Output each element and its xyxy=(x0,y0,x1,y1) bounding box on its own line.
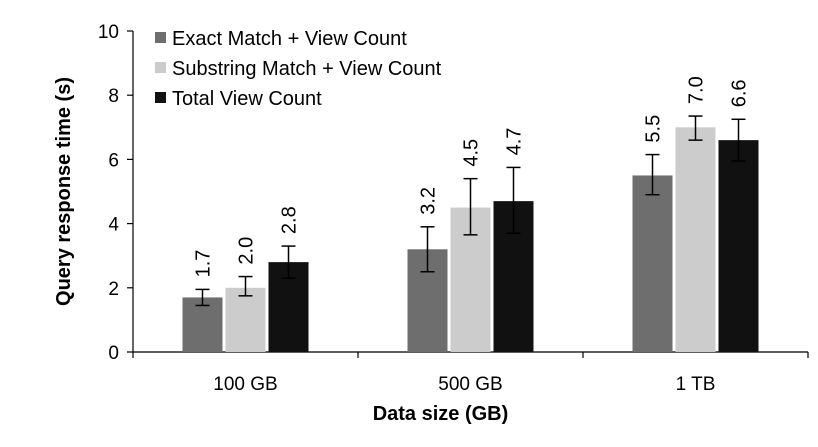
data-label: 5.5 xyxy=(643,115,665,143)
legend-label: Substring Match + View Count xyxy=(172,58,442,80)
data-label: 2.0 xyxy=(236,237,258,265)
bar xyxy=(182,297,223,352)
legend-label: Total View Count xyxy=(172,88,322,110)
error-bars xyxy=(195,115,746,307)
x-axis-title: Data size (GB) xyxy=(373,403,509,425)
data-labels: 1.7 3.2 5.5 2.0 4.5 7.0 2.8 4.7 6.6 xyxy=(193,76,751,277)
x-tick-label: 500 GB xyxy=(438,374,502,395)
data-label: 4.5 xyxy=(461,139,483,167)
legend-swatch xyxy=(155,62,166,73)
x-axis: 100 GB 500 GB 1 TB xyxy=(132,351,809,395)
data-label: 6.6 xyxy=(729,79,751,107)
x-tick-label: 1 TB xyxy=(676,374,716,395)
legend-label: Exact Match + View Count xyxy=(172,28,407,50)
bar xyxy=(675,127,716,352)
legend-swatch xyxy=(155,32,166,43)
data-label: 7.0 xyxy=(686,76,708,104)
y-tick-label: 2 xyxy=(108,279,119,300)
data-label: 1.7 xyxy=(193,250,215,278)
data-label: 3.2 xyxy=(418,187,440,215)
y-axis-title: Query response time (s) xyxy=(53,77,75,306)
bar xyxy=(225,287,266,352)
y-tick-label: 0 xyxy=(108,343,119,364)
legend: Exact Match + View Count Substring Match … xyxy=(155,28,442,110)
bar xyxy=(718,140,759,352)
data-label: 2.8 xyxy=(279,206,301,234)
x-tick-label: 100 GB xyxy=(213,374,277,395)
y-tick-label: 10 xyxy=(98,22,119,43)
legend-swatch xyxy=(155,92,166,103)
bar xyxy=(632,175,673,352)
y-tick-label: 4 xyxy=(108,215,119,236)
y-tick-label: 6 xyxy=(108,150,119,171)
y-tick-label: 8 xyxy=(108,86,119,107)
bars xyxy=(182,127,759,352)
data-label: 4.7 xyxy=(504,128,526,156)
y-axis: 0 2 4 6 8 10 xyxy=(98,22,134,364)
